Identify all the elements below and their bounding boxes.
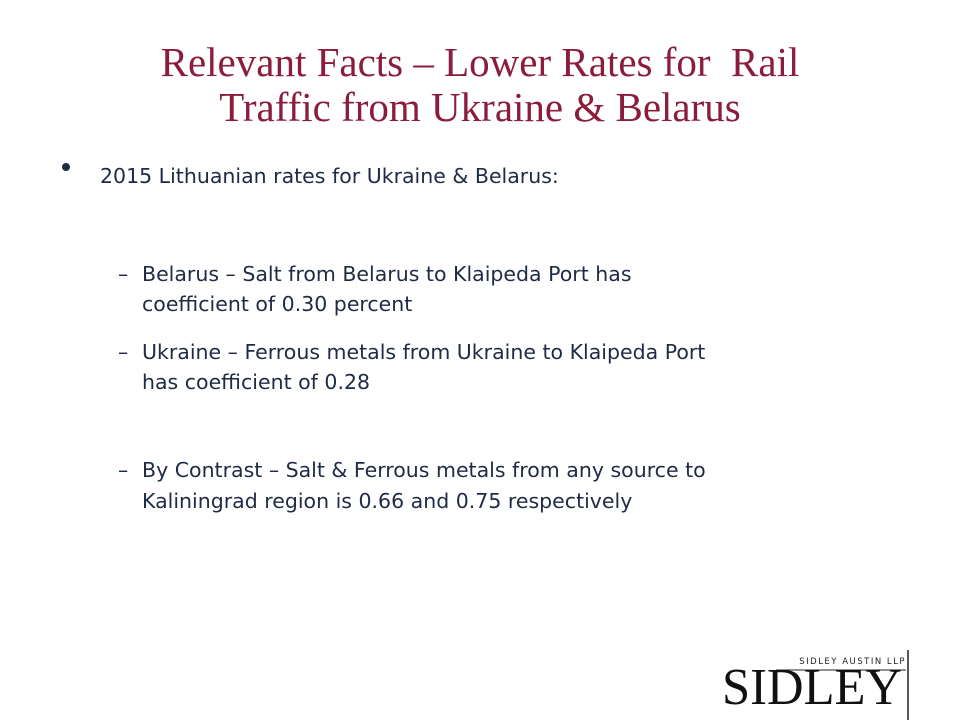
item-line: Kaliningrad region is 0.66 and 0.75 resp… bbox=[142, 489, 633, 513]
dash: – bbox=[118, 340, 129, 364]
dash: – bbox=[118, 458, 129, 482]
item-line: Belarus – Salt from Belarus to Klaipeda … bbox=[142, 262, 632, 286]
logo-mark: SIDLEY bbox=[722, 659, 902, 716]
bullet-dot bbox=[62, 163, 70, 171]
item-line: coefficient of 0.30 percent bbox=[142, 292, 413, 316]
item-line: has coefficient of 0.28 bbox=[142, 370, 371, 394]
title-line: Relevant Facts – Lower Rates for Rail bbox=[160, 39, 800, 85]
logo: SIDLEY AUSTIN LLP SIDLEY bbox=[722, 650, 909, 720]
bullet-text: 2015 Lithuanian rates for Ukraine & Bela… bbox=[100, 164, 559, 188]
title-line: Traffic from Ukraine & Belarus bbox=[219, 84, 741, 130]
logo-firm: SIDLEY AUSTIN LLP bbox=[799, 657, 906, 667]
item-line: Ukraine – Ferrous metals from Ukraine to… bbox=[142, 340, 706, 364]
item-line: By Contrast – Salt & Ferrous metals from… bbox=[142, 458, 706, 482]
dash: – bbox=[118, 262, 129, 286]
